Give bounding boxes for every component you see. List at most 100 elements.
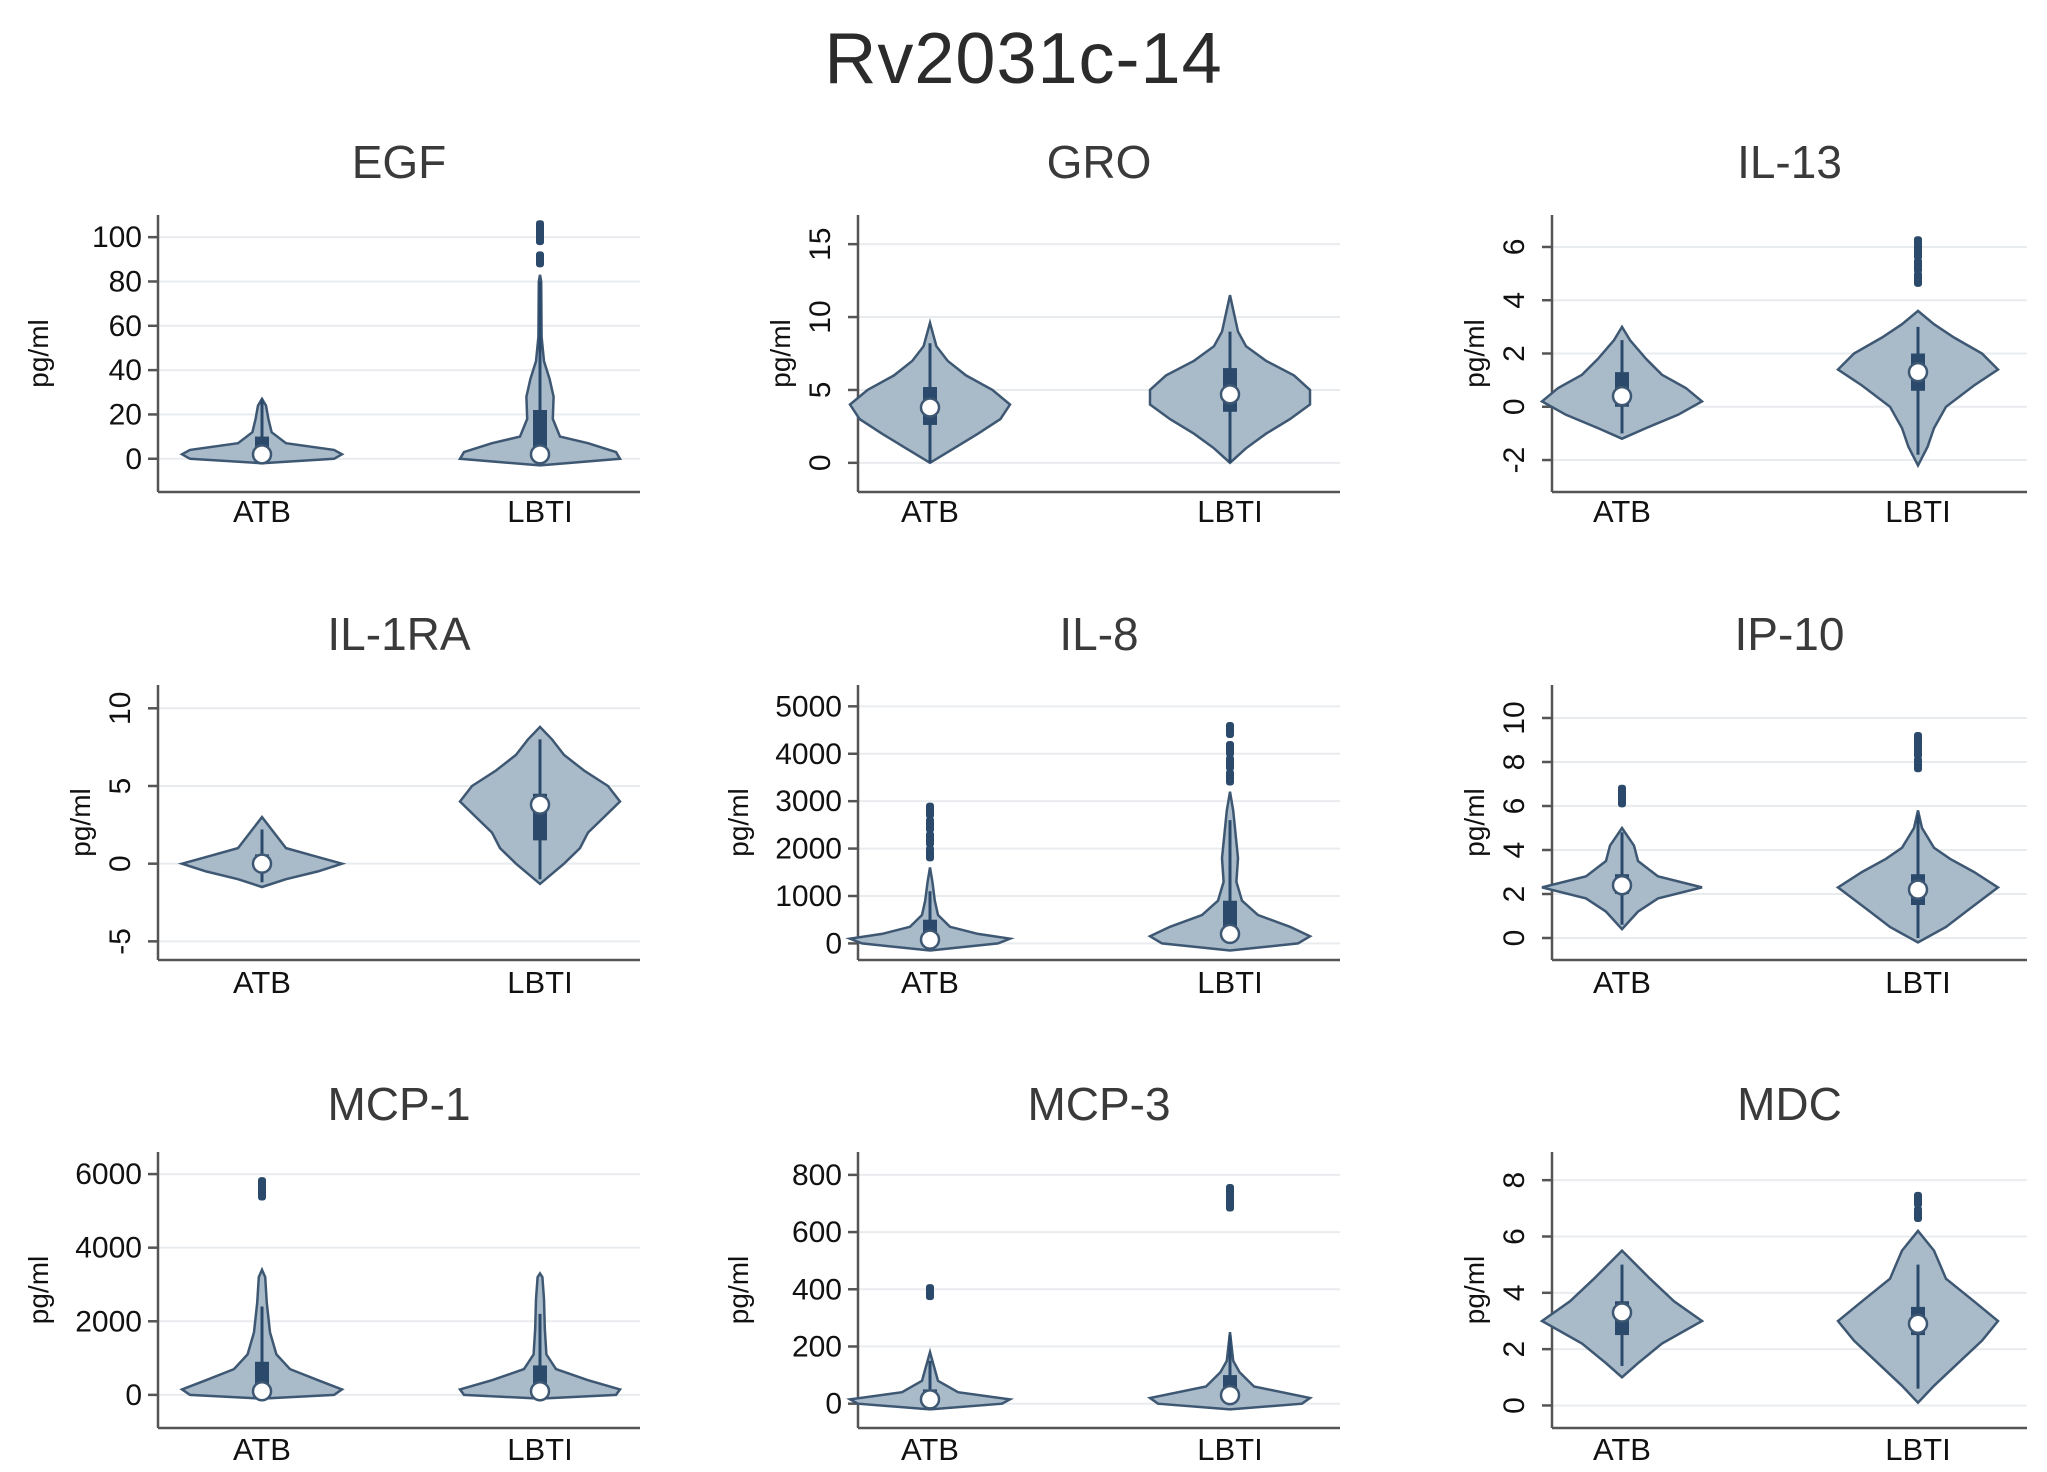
y-tick-label-egf: 0 [125, 443, 142, 476]
y-tick-label-il-1ra: 0 [104, 855, 137, 872]
outlier-egf-lbti [536, 220, 544, 237]
y-tick-label-mcp-1: 6000 [75, 1158, 142, 1191]
median-marker-mcp-1-atb [251, 1380, 273, 1402]
median-marker-il-8-lbti [1219, 923, 1241, 945]
y-axis-label-il-13: pg/ml [1459, 319, 1490, 387]
y-axis-label-mcp-1: pg/ml [23, 1256, 54, 1324]
median-marker-egf-lbti [529, 444, 551, 465]
panel-title-mcp-3: MCP-3 [1027, 1078, 1170, 1130]
y-tick-label-mcp-1: 2000 [75, 1305, 142, 1338]
median-marker-ip-10-atb [1611, 874, 1633, 896]
y-tick-label-mcp-3: 400 [792, 1273, 842, 1306]
median-marker-il-8-atb [919, 929, 941, 950]
y-tick-label-il-8: 2000 [775, 833, 842, 866]
panel-title-il-1ra: IL-1RA [327, 608, 470, 660]
outlier-ip-10-atb [1618, 784, 1626, 801]
y-tick-label-egf: 80 [109, 265, 142, 298]
outlier-il-8-lbti [1226, 755, 1234, 772]
y-tick-label-il-8: 5000 [775, 690, 842, 723]
y-tick-label-ip-10: 0 [1498, 930, 1531, 947]
y-tick-label-egf: 20 [109, 398, 142, 431]
median-marker-il-1ra-lbti [529, 794, 551, 815]
y-axis-label-egf: pg/ml [23, 319, 54, 387]
outlier-mcp-3-lbti [1226, 1184, 1234, 1201]
category-label-il-13-atb: ATB [1593, 494, 1651, 529]
y-tick-label-il-1ra: -5 [104, 928, 137, 955]
y-tick-label-mcp-3: 800 [792, 1159, 842, 1192]
median-marker-ip-10-lbti [1907, 879, 1929, 900]
category-label-mcp-1-atb: ATB [233, 1432, 291, 1467]
panel-title-egf: EGF [352, 136, 447, 188]
y-tick-label-il-13: -2 [1498, 447, 1531, 474]
outlier-egf-lbti [536, 251, 544, 268]
category-label-il-8-atb: ATB [901, 965, 959, 1000]
outlier-il-8-lbti [1226, 722, 1234, 739]
outlier-il-8-atb [926, 802, 934, 819]
y-tick-label-il-8: 0 [825, 927, 842, 960]
category-label-ip-10-atb: ATB [1593, 965, 1651, 1000]
panel-title-il-13: IL-13 [1737, 136, 1842, 188]
category-label-mcp-3-lbti: LBTI [1197, 1432, 1262, 1467]
y-tick-label-gro: 10 [804, 300, 837, 333]
category-label-mcp-3-atb: ATB [901, 1432, 959, 1467]
category-label-gro-atb: ATB [901, 494, 959, 529]
median-marker-il-13-atb [1611, 385, 1633, 407]
y-tick-label-mdc: 8 [1498, 1172, 1531, 1189]
y-axis-label-mcp-3: pg/ml [723, 1256, 754, 1324]
y-tick-label-il-13: 4 [1498, 292, 1531, 309]
y-tick-label-il-8: 4000 [775, 738, 842, 771]
outlier-il-8-lbti [1226, 769, 1234, 786]
panel-title-mcp-1: MCP-1 [327, 1078, 470, 1130]
category-label-mcp-1-lbti: LBTI [507, 1432, 572, 1467]
y-axis-label-il-8: pg/ml [723, 788, 754, 856]
y-tick-label-gro: 0 [804, 454, 837, 471]
figure-title: Rv2031c-14 [824, 19, 1223, 99]
y-axis-label-gro: pg/ml [765, 319, 796, 387]
outlier-mdc-lbti [1914, 1191, 1922, 1208]
panel-title-gro: GRO [1047, 136, 1152, 188]
y-axis-label-il-1ra: pg/ml [65, 788, 96, 856]
y-tick-label-il-13: 2 [1498, 345, 1531, 362]
category-label-ip-10-lbti: LBTI [1885, 965, 1950, 1000]
y-tick-label-ip-10: 6 [1498, 798, 1531, 815]
panel-title-il-8: IL-8 [1059, 608, 1138, 660]
y-tick-label-mcp-3: 600 [792, 1216, 842, 1249]
y-tick-label-mdc: 4 [1498, 1284, 1531, 1301]
y-tick-label-mcp-3: 200 [792, 1330, 842, 1363]
category-label-il-8-lbti: LBTI [1197, 965, 1262, 1000]
y-tick-label-il-8: 1000 [775, 880, 842, 913]
outlier-ip-10-lbti [1914, 732, 1922, 748]
y-tick-label-mdc: 2 [1498, 1341, 1531, 1358]
median-marker-mcp-1-lbti [529, 1380, 551, 1402]
y-tick-label-mcp-1: 4000 [75, 1232, 142, 1265]
category-label-egf-lbti: LBTI [507, 494, 572, 529]
outlier-il-13-lbti [1914, 270, 1922, 287]
y-tick-label-il-13: 0 [1498, 398, 1531, 415]
median-marker-mdc-atb [1611, 1302, 1633, 1323]
y-tick-label-mdc: 0 [1498, 1397, 1531, 1414]
y-tick-label-egf: 60 [109, 310, 142, 343]
median-marker-mcp-3-lbti [1219, 1384, 1241, 1406]
y-tick-label-gro: 15 [804, 227, 837, 260]
category-label-mdc-lbti: LBTI [1885, 1432, 1950, 1467]
y-tick-label-mdc: 6 [1498, 1228, 1531, 1245]
category-label-egf-atb: ATB [233, 494, 291, 529]
outlier-il-8-lbti [1226, 741, 1234, 758]
median-marker-il-1ra-atb [251, 853, 273, 874]
outlier-il-8-atb [926, 831, 934, 848]
y-tick-label-il-8: 3000 [775, 785, 842, 818]
category-label-il-1ra-lbti: LBTI [507, 965, 572, 1000]
y-tick-label-ip-10: 2 [1498, 886, 1531, 903]
outlier-il-13-lbti [1914, 257, 1922, 274]
median-marker-gro-atb [919, 397, 941, 418]
y-tick-label-ip-10: 8 [1498, 754, 1531, 771]
panel-title-ip-10: IP-10 [1735, 608, 1845, 660]
y-axis-label-mdc: pg/ml [1459, 1256, 1490, 1324]
outlier-mcp-3-atb [926, 1284, 934, 1301]
category-label-mdc-atb: ATB [1593, 1432, 1651, 1467]
y-tick-label-il-13: 6 [1498, 239, 1531, 256]
y-tick-label-mcp-3: 0 [825, 1388, 842, 1421]
median-marker-mcp-3-atb [919, 1389, 941, 1410]
category-label-il-13-lbti: LBTI [1885, 494, 1950, 529]
